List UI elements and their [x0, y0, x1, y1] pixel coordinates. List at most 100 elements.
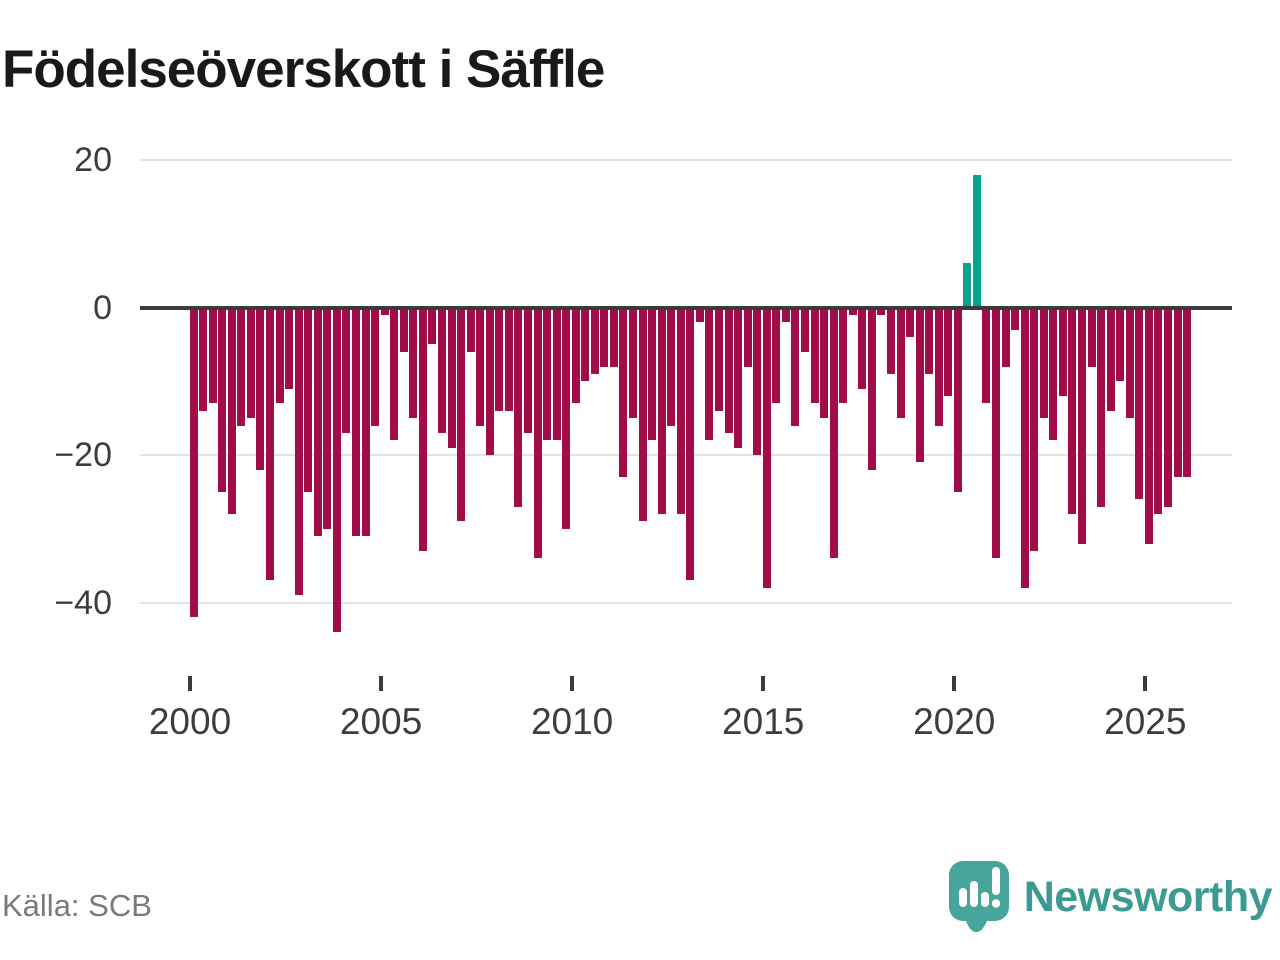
- bar-negative: [466, 307, 475, 352]
- bar-negative: [514, 307, 523, 507]
- bar-negative: [1039, 307, 1048, 419]
- bar-negative: [810, 307, 819, 404]
- bar-negative: [266, 307, 275, 581]
- newsworthy-wordmark: Newsworthy: [1023, 873, 1273, 921]
- bar-negative: [1087, 307, 1096, 367]
- bar-negative: [791, 307, 800, 426]
- bar-negative: [189, 307, 198, 618]
- bar-negative: [1058, 307, 1067, 396]
- bar-negative: [925, 307, 934, 374]
- bar-negative: [1144, 307, 1153, 544]
- x-axis-tick: [952, 676, 957, 691]
- bar-negative: [294, 307, 303, 596]
- bar-negative: [609, 307, 618, 367]
- y-axis-label: −20: [54, 436, 112, 474]
- bar-negative: [600, 307, 609, 367]
- bar-negative: [523, 307, 532, 433]
- bar-negative: [934, 307, 943, 426]
- bar-negative: [715, 307, 723, 411]
- bar-negative: [686, 307, 695, 581]
- bar-negative: [1125, 307, 1134, 419]
- bar-negative: [800, 307, 809, 352]
- bar-negative: [390, 307, 399, 441]
- bar-negative: [447, 307, 456, 448]
- bar-negative: [256, 307, 265, 470]
- x-axis-tick: [570, 676, 575, 691]
- bar-negative: [1001, 307, 1010, 367]
- bar-negative: [495, 307, 504, 411]
- bar-negative: [476, 307, 485, 426]
- bar-negative: [619, 307, 628, 478]
- bar-negative: [275, 307, 284, 404]
- y-axis-label: −40: [54, 583, 112, 622]
- bar-negative: [667, 307, 676, 426]
- bar-negative: [896, 307, 905, 419]
- y-axis-label: 0: [93, 288, 112, 327]
- bar-negative: [437, 307, 446, 433]
- bar-negative: [313, 307, 322, 537]
- bar-negative: [886, 307, 895, 374]
- gridline: [140, 454, 1232, 456]
- bar-negative: [648, 307, 657, 441]
- chart-title: Födelseöverskott i Säffle: [2, 40, 605, 99]
- gridline: [140, 601, 1232, 604]
- bar-negative: [1011, 307, 1020, 330]
- bar-negative: [199, 307, 208, 411]
- x-axis-label: 2010: [530, 701, 614, 742]
- bar-negative: [409, 307, 418, 419]
- bar-negative: [1164, 307, 1172, 507]
- bar-negative: [246, 307, 255, 419]
- bar-negative: [829, 307, 838, 559]
- bar-negative: [867, 307, 876, 470]
- plot-area: [0, 145, 1280, 645]
- bar-negative: [457, 307, 466, 522]
- x-axis-label: 2015: [722, 701, 805, 742]
- bar-negative: [428, 307, 437, 345]
- bar-negative: [1020, 307, 1029, 588]
- bar-negative: [227, 307, 236, 514]
- bar-negative: [906, 307, 915, 337]
- bar-negative: [571, 307, 580, 404]
- bar-negative: [877, 307, 886, 315]
- bar-negative: [304, 307, 313, 492]
- bar-negative: [361, 307, 370, 537]
- bar-negative: [581, 307, 590, 382]
- y-axis-label: 20: [74, 141, 112, 179]
- bar-negative: [485, 307, 494, 455]
- x-axis-tick: [1143, 676, 1148, 691]
- bar-negative: [533, 307, 542, 559]
- bar-negative: [953, 307, 962, 492]
- bar-negative: [1183, 307, 1192, 478]
- bar-negative: [629, 307, 638, 419]
- bar-negative: [342, 307, 351, 433]
- bar-negative: [705, 307, 714, 441]
- bar-negative: [858, 307, 867, 389]
- bar-negative: [237, 307, 246, 426]
- bar-negative: [772, 307, 781, 404]
- bar-negative: [753, 307, 762, 455]
- bar-negative: [323, 307, 332, 529]
- gridline: [140, 159, 1232, 161]
- bar-negative: [1173, 307, 1182, 478]
- bar-negative: [332, 307, 341, 632]
- x-axis-label: 2025: [1104, 701, 1187, 742]
- bar-negative: [1097, 307, 1106, 507]
- zero-baseline: [140, 305, 1232, 310]
- bar-negative: [781, 307, 790, 323]
- bar-negative: [543, 307, 552, 441]
- bar-negative: [848, 307, 857, 315]
- bar-negative: [1135, 307, 1144, 500]
- bar-negative: [552, 307, 561, 441]
- bar-negative: [380, 307, 389, 315]
- bar-negative: [762, 307, 771, 588]
- bar-negative: [820, 307, 829, 419]
- bar-negative: [743, 307, 752, 367]
- bar-negative: [724, 307, 733, 433]
- x-axis-label: 2005: [339, 701, 423, 742]
- bar-negative: [208, 307, 217, 404]
- newsworthy-logo: Newsworthy: [948, 860, 1273, 934]
- bar-negative: [734, 307, 743, 448]
- x-axis-label: 2000: [148, 701, 232, 742]
- x-axis-tick: [188, 676, 192, 691]
